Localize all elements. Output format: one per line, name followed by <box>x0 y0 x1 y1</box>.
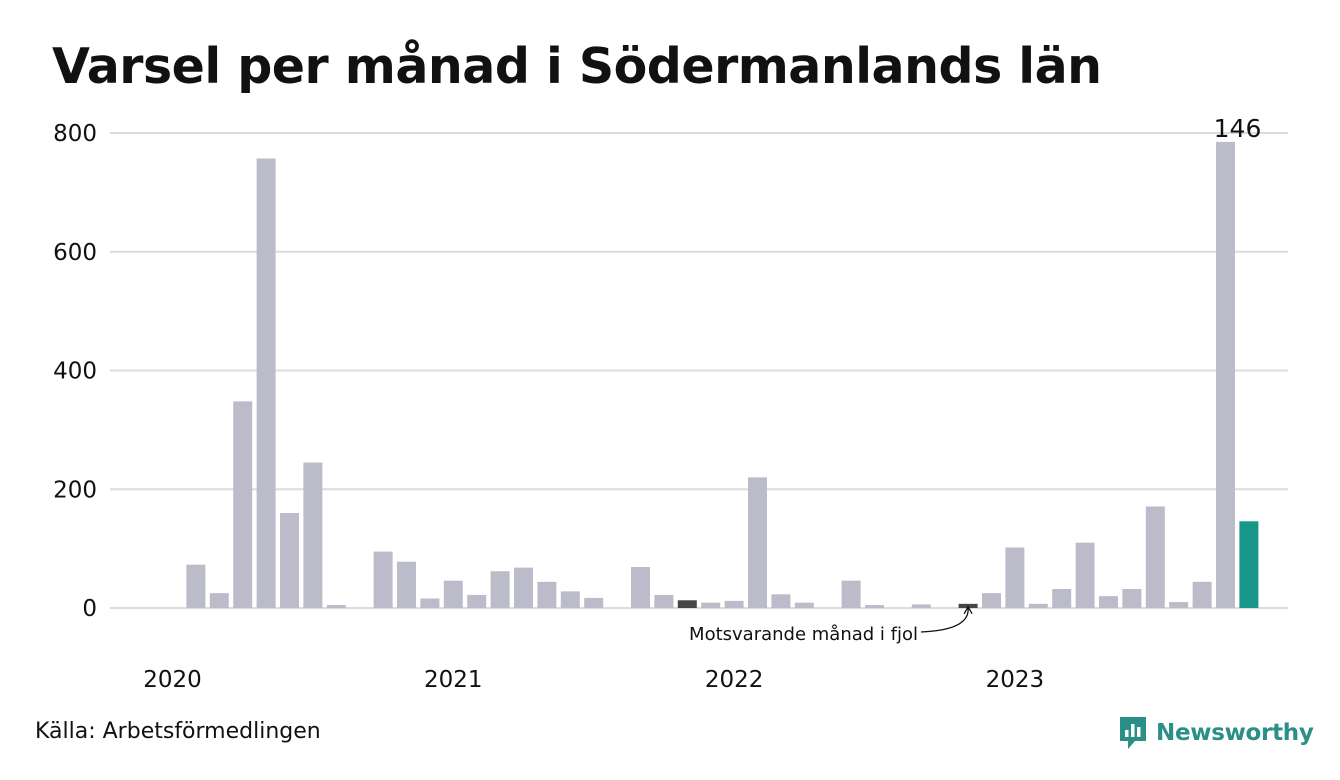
annotation-label: Motsvarande månad i fjol <box>689 624 918 645</box>
chart-title: Varsel per månad i Södermanlands län <box>52 38 1102 95</box>
y-tick-label: 600 <box>53 240 97 266</box>
bar-2022-12 <box>982 593 1001 608</box>
bar-2021-01 <box>443 580 463 608</box>
annotation-arrowhead <box>963 605 973 615</box>
bar-2021-12 <box>701 602 721 608</box>
y-tick-label: 0 <box>82 596 97 622</box>
bar-2020-08 <box>326 605 346 608</box>
bar-2021-04 <box>514 567 533 608</box>
bar-2023-08 <box>1169 602 1189 608</box>
bar-2020-05 <box>256 158 276 608</box>
bar-2020-07 <box>303 462 323 608</box>
bar-2021-11 <box>677 600 697 608</box>
x-year-label: 2020 <box>143 667 202 693</box>
bar-2023-02 <box>1028 603 1048 608</box>
y-tick-label: 200 <box>53 477 97 503</box>
bar-2020-10 <box>373 551 393 608</box>
x-year-label: 2021 <box>424 667 483 693</box>
bar-2020-11 <box>397 561 416 608</box>
bar-2020-04 <box>233 401 253 608</box>
newsworthy-brand[interactable]: Newsworthy <box>1118 714 1314 752</box>
y-tick-label: 400 <box>53 359 97 385</box>
bar-2022-04 <box>794 602 814 608</box>
bar-2023-10 <box>1216 141 1235 608</box>
y-tick-label: 800 <box>53 121 97 147</box>
bar-2023-07 <box>1145 506 1165 608</box>
bar-2023-01 <box>1005 547 1025 608</box>
bar-2022-09 <box>911 604 931 608</box>
bar-2021-10 <box>654 594 674 608</box>
source-label: Källa: Arbetsförmedlingen <box>35 719 321 744</box>
brand-name: Newsworthy <box>1156 720 1314 746</box>
bar-2021-05 <box>537 581 557 608</box>
annotations: 146 Motsvarande månad i fjol <box>689 114 1261 645</box>
x-year-label: 2023 <box>986 667 1045 693</box>
bar-2020-12 <box>420 598 440 608</box>
bar-2023-09 <box>1192 581 1212 608</box>
bar-2020-06 <box>280 513 299 608</box>
x-axis-labels: 2020 2021 2022 2023 <box>143 667 1044 693</box>
bar-2023-11 <box>1239 521 1259 608</box>
bar-2021-03 <box>490 571 510 608</box>
bar-2021-09 <box>631 567 650 608</box>
bar-2021-06 <box>560 591 580 608</box>
bars <box>186 141 1259 608</box>
bar-2023-04 <box>1075 542 1095 608</box>
bar-2020-02 <box>186 564 206 608</box>
newsworthy-logo-icon <box>1120 717 1146 749</box>
bar-2023-03 <box>1052 589 1072 608</box>
current-value-label: 146 <box>1214 114 1262 143</box>
bar-2022-07 <box>865 605 884 608</box>
bar-2021-07 <box>584 597 604 608</box>
bar-2022-01 <box>724 600 744 608</box>
bar-2022-03 <box>771 594 791 608</box>
bar-2021-02 <box>467 594 487 608</box>
bar-2023-06 <box>1122 589 1142 608</box>
y-axis-labels: 0 200 400 600 800 <box>53 121 97 622</box>
annotation-arrow <box>920 607 969 633</box>
bar-2023-05 <box>1099 596 1118 608</box>
x-year-label: 2022 <box>705 667 764 693</box>
bar-2022-06 <box>841 580 861 608</box>
bar-2020-03 <box>209 593 229 608</box>
bar-chart: 0 200 400 600 800 2020 2021 2022 2023 146 Motsva… <box>53 114 1288 693</box>
bar-2022-02 <box>748 477 767 608</box>
